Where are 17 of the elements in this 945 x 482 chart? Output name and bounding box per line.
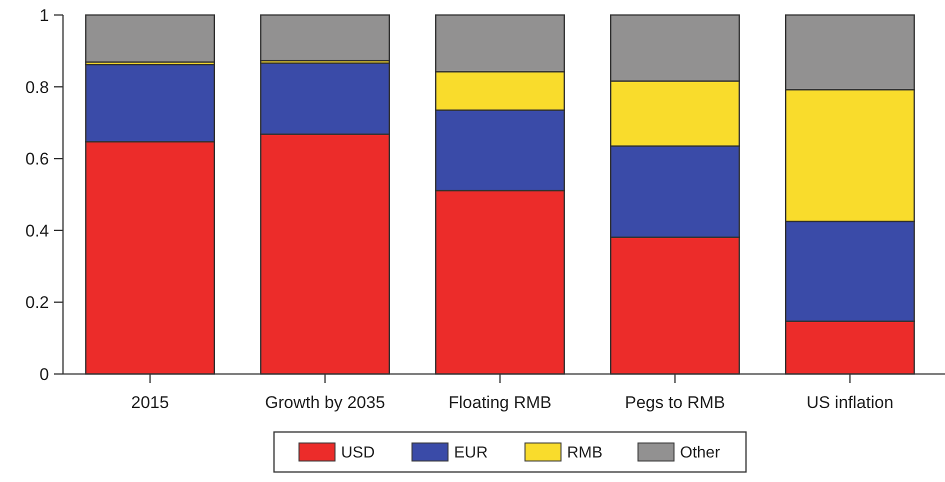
- y-tick-label: 0.8: [25, 78, 49, 97]
- x-tick-label: Floating RMB: [448, 393, 552, 412]
- x-tick-label: Growth by 2035: [265, 393, 386, 412]
- y-tick-label: 0.6: [25, 150, 49, 169]
- bar: [260, 14, 390, 62]
- legend-label: RMB: [567, 444, 603, 462]
- y-tick-label: 0.2: [25, 293, 49, 312]
- y-tick-label: 0.4: [25, 221, 49, 240]
- x-tick-label: US inflation: [806, 393, 894, 412]
- bar: [85, 14, 216, 63]
- x-tick-label: 2015: [131, 393, 169, 412]
- x-tick-label: Pegs to RMB: [624, 393, 726, 412]
- y-tick-label: 0: [40, 364, 49, 384]
- y-tick-label: 1: [40, 6, 49, 25]
- legend-label: Other: [680, 444, 721, 462]
- legend-label: USD: [341, 444, 375, 462]
- legend-label: EUR: [454, 444, 488, 462]
